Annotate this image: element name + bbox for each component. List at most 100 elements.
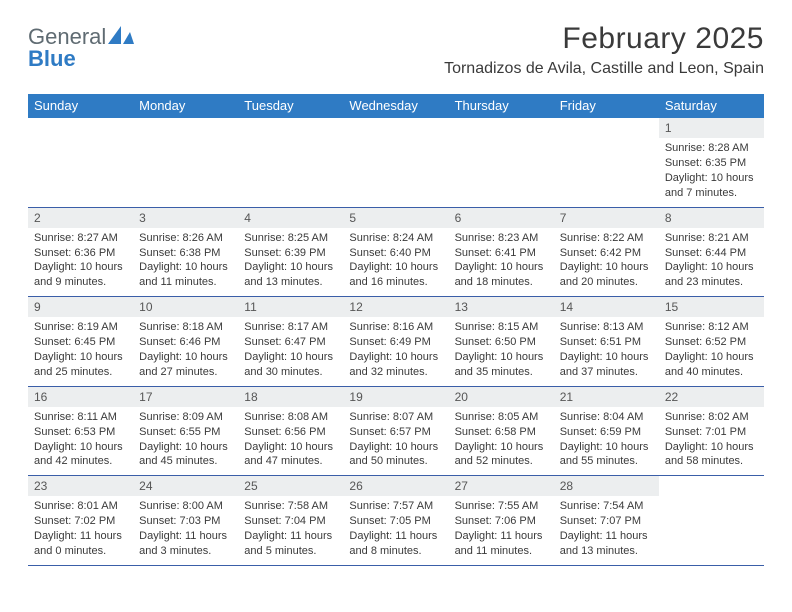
day-number: 4: [238, 208, 343, 228]
day-detail: Sunrise: 7:54 AMSunset: 7:07 PMDaylight:…: [554, 499, 659, 558]
daylight-text: Daylight: 11 hours and 11 minutes.: [455, 529, 550, 559]
daylight-text: Daylight: 11 hours and 0 minutes.: [34, 529, 129, 559]
calendar: SundayMondayTuesdayWednesdayThursdayFrid…: [28, 94, 764, 566]
day-number: 25: [238, 476, 343, 496]
daylight-text: Daylight: 10 hours and 35 minutes.: [455, 350, 550, 380]
calendar-cell: 21Sunrise: 8:04 AMSunset: 6:59 PMDayligh…: [554, 387, 659, 477]
logo-text: General Blue: [28, 26, 134, 70]
calendar-cell-empty: [659, 476, 764, 566]
daylight-text: Daylight: 10 hours and 52 minutes.: [455, 440, 550, 470]
sunset-text: Sunset: 7:06 PM: [455, 514, 550, 529]
weekday-header: Sunday: [28, 94, 133, 118]
sunrise-text: Sunrise: 8:27 AM: [34, 231, 129, 246]
sunrise-text: Sunrise: 8:04 AM: [560, 410, 655, 425]
title-block: February 2025 Tornadizos de Avila, Casti…: [444, 22, 764, 78]
day-number: 10: [133, 297, 238, 317]
calendar-cell: 23 Sunrise: 8:01 AMSunset: 7:02 PMDayligh…: [28, 476, 133, 566]
sunset-text: Sunset: 6:44 PM: [665, 246, 760, 261]
daylight-text: Daylight: 10 hours and 42 minutes.: [34, 440, 129, 470]
daylight-text: Daylight: 11 hours and 3 minutes.: [139, 529, 234, 559]
sunrise-text: Sunrise: 7:54 AM: [560, 499, 655, 514]
weekday-header: Thursday: [449, 94, 554, 118]
day-detail: Sunrise: 8:01 AMSunset: 7:02 PMDaylight:…: [28, 499, 133, 558]
daylight-text: Daylight: 10 hours and 37 minutes.: [560, 350, 655, 380]
weekday-header: Wednesday: [343, 94, 448, 118]
calendar-cell: 27 Sunrise: 7:55 AMSunset: 7:06 PMDayligh…: [449, 476, 554, 566]
calendar-cell: 28Sunrise: 7:54 AMSunset: 7:07 PMDayligh…: [554, 476, 659, 566]
calendar-cell: 3Sunrise: 8:26 AMSunset: 6:38 PMDaylight…: [133, 208, 238, 298]
calendar-cell: 7Sunrise: 8:22 AMSunset: 6:42 PMDaylight…: [554, 208, 659, 298]
sunrise-text: Sunrise: 7:58 AM: [244, 499, 339, 514]
sunset-text: Sunset: 7:04 PM: [244, 514, 339, 529]
weekday-header: Saturday: [659, 94, 764, 118]
daylight-text: Daylight: 10 hours and 32 minutes.: [349, 350, 444, 380]
sunrise-text: Sunrise: 8:24 AM: [349, 231, 444, 246]
daylight-text: Daylight: 10 hours and 45 minutes.: [139, 440, 234, 470]
sunset-text: Sunset: 6:35 PM: [665, 156, 760, 171]
sunset-text: Sunset: 6:42 PM: [560, 246, 655, 261]
daylight-text: Daylight: 10 hours and 47 minutes.: [244, 440, 339, 470]
calendar-cell: 17 Sunrise: 8:09 AMSunset: 6:55 PMDayligh…: [133, 387, 238, 477]
daylight-text: Daylight: 10 hours and 18 minutes.: [455, 260, 550, 290]
daylight-text: Daylight: 10 hours and 40 minutes.: [665, 350, 760, 380]
daylight-text: Daylight: 11 hours and 13 minutes.: [560, 529, 655, 559]
sunrise-text: Sunrise: 8:11 AM: [34, 410, 129, 425]
calendar-cell-empty: [133, 118, 238, 208]
day-number: 12: [343, 297, 448, 317]
day-number: 19: [343, 387, 448, 407]
daylight-text: Daylight: 10 hours and 58 minutes.: [665, 440, 760, 470]
day-number: 23: [28, 476, 133, 496]
calendar-cell: 20 Sunrise: 8:05 AMSunset: 6:58 PMDayligh…: [449, 387, 554, 477]
calendar-cell: 4 Sunrise: 8:25 AMSunset: 6:39 PMDaylight…: [238, 208, 343, 298]
day-detail: Sunrise: 8:00 AMSunset: 7:03 PMDaylight:…: [133, 499, 238, 558]
daylight-text: Daylight: 10 hours and 13 minutes.: [244, 260, 339, 290]
sunset-text: Sunset: 6:57 PM: [349, 425, 444, 440]
sunset-text: Sunset: 6:39 PM: [244, 246, 339, 261]
day-detail: Sunrise: 8:05 AMSunset: 6:58 PMDaylight:…: [449, 410, 554, 469]
sunset-text: Sunset: 6:53 PM: [34, 425, 129, 440]
day-detail: Sunrise: 8:19 AMSunset: 6:45 PMDaylight:…: [28, 320, 133, 379]
day-number: 18: [238, 387, 343, 407]
sunrise-text: Sunrise: 7:55 AM: [455, 499, 550, 514]
calendar-cell-empty: [554, 118, 659, 208]
sunrise-text: Sunrise: 8:16 AM: [349, 320, 444, 335]
day-number: 24: [133, 476, 238, 496]
sunset-text: Sunset: 6:50 PM: [455, 335, 550, 350]
day-detail: Sunrise: 8:22 AMSunset: 6:42 PMDaylight:…: [554, 231, 659, 290]
sunrise-text: Sunrise: 8:28 AM: [665, 141, 760, 156]
day-detail: Sunrise: 8:25 AMSunset: 6:39 PMDaylight:…: [238, 231, 343, 290]
day-detail: Sunrise: 8:23 AMSunset: 6:41 PMDaylight:…: [449, 231, 554, 290]
calendar-cell-empty: [28, 118, 133, 208]
sail-icon: [108, 26, 134, 44]
day-number: 3: [133, 208, 238, 228]
day-number: 9: [28, 297, 133, 317]
calendar-body: 1Sunrise: 8:28 AMSunset: 6:35 PMDaylight…: [28, 118, 764, 566]
daylight-text: Daylight: 11 hours and 8 minutes.: [349, 529, 444, 559]
sunrise-text: Sunrise: 8:00 AM: [139, 499, 234, 514]
sunset-text: Sunset: 6:58 PM: [455, 425, 550, 440]
daylight-text: Daylight: 10 hours and 30 minutes.: [244, 350, 339, 380]
daylight-text: Daylight: 10 hours and 23 minutes.: [665, 260, 760, 290]
calendar-cell: 8Sunrise: 8:21 AMSunset: 6:44 PMDaylight…: [659, 208, 764, 298]
day-number: 17: [133, 387, 238, 407]
day-number: 22: [659, 387, 764, 407]
sunrise-text: Sunrise: 8:23 AM: [455, 231, 550, 246]
sunset-text: Sunset: 6:49 PM: [349, 335, 444, 350]
day-detail: Sunrise: 8:18 AMSunset: 6:46 PMDaylight:…: [133, 320, 238, 379]
day-number: 20: [449, 387, 554, 407]
day-detail: Sunrise: 8:09 AMSunset: 6:55 PMDaylight:…: [133, 410, 238, 469]
calendar-cell: 22Sunrise: 8:02 AMSunset: 7:01 PMDayligh…: [659, 387, 764, 477]
sunset-text: Sunset: 6:56 PM: [244, 425, 339, 440]
day-detail: Sunrise: 8:17 AMSunset: 6:47 PMDaylight:…: [238, 320, 343, 379]
day-number: 27: [449, 476, 554, 496]
calendar-cell-empty: [449, 118, 554, 208]
daylight-text: Daylight: 10 hours and 55 minutes.: [560, 440, 655, 470]
sunrise-text: Sunrise: 8:07 AM: [349, 410, 444, 425]
sunrise-text: Sunrise: 8:01 AM: [34, 499, 129, 514]
calendar-cell: 11Sunrise: 8:17 AMSunset: 6:47 PMDayligh…: [238, 297, 343, 387]
weekday-header: Friday: [554, 94, 659, 118]
sunset-text: Sunset: 7:03 PM: [139, 514, 234, 529]
day-detail: Sunrise: 8:28 AMSunset: 6:35 PMDaylight:…: [659, 141, 764, 200]
calendar-cell: 26Sunrise: 7:57 AMSunset: 7:05 PMDayligh…: [343, 476, 448, 566]
daylight-text: Daylight: 10 hours and 16 minutes.: [349, 260, 444, 290]
